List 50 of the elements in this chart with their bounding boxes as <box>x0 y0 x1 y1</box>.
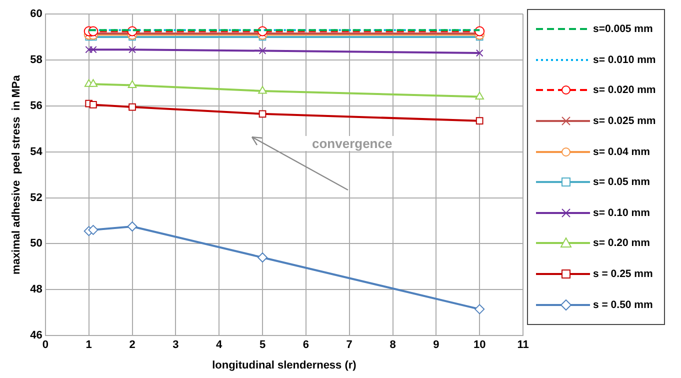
legend-label: s= 0.04 mm <box>593 146 650 158</box>
point <box>474 304 485 314</box>
legend-label: s= 0.020 mm <box>593 84 656 96</box>
x-tick-label: 10 <box>473 339 486 352</box>
point <box>258 86 267 94</box>
x-tick-label: 2 <box>129 339 136 352</box>
annotation: convergence <box>302 136 402 151</box>
x-tick-label: 0 <box>42 339 48 352</box>
x-axis-title: longitudinal slenderness (r) <box>212 359 357 372</box>
legend-label: s = 0.25 mm <box>593 268 653 280</box>
point <box>127 221 138 232</box>
y-tick-label: 56 <box>30 100 42 112</box>
x-tick-label: 11 <box>517 339 529 352</box>
x-tick-label: 8 <box>390 339 396 352</box>
point <box>258 47 266 54</box>
x-tick-label: 5 <box>259 339 266 352</box>
y-tick-label: 46 <box>30 330 42 342</box>
legend-label: s= 0.05 mm <box>593 176 650 188</box>
point <box>258 252 268 262</box>
x-tick-label: 3 <box>172 339 179 352</box>
point <box>128 80 137 88</box>
x-tick-label: 6 <box>302 339 309 352</box>
point <box>88 79 98 87</box>
point <box>476 49 484 57</box>
y-tick-label: 54 <box>30 146 44 158</box>
x-tick-label: 7 <box>346 339 352 352</box>
point <box>128 46 136 54</box>
point <box>476 117 484 124</box>
text: s=0.005 mm <box>593 23 653 36</box>
y-tick-label: 48 <box>30 284 42 296</box>
x-tick-label: 9 <box>433 339 440 352</box>
x-tick-label: 4 <box>216 339 224 352</box>
legend-label: s= 0.20 mm <box>593 237 650 250</box>
point <box>475 92 484 100</box>
text: s= 0.010 mm <box>593 54 656 66</box>
point <box>258 110 266 118</box>
y-tick-label: 50 <box>30 238 42 250</box>
legend-label: s= 0.10 mm <box>593 206 650 219</box>
y-tick-label: 58 <box>30 54 42 66</box>
point <box>128 103 136 111</box>
point <box>90 46 97 54</box>
y-tick-label: 60 <box>30 8 42 20</box>
legend-label: s = 0.50 mm <box>593 298 653 311</box>
y-axis-title: maximal adhesive peel stress in MPa <box>10 74 23 274</box>
point <box>85 46 93 54</box>
x-tick-label: 1 <box>86 339 92 352</box>
legend-label: s= 0.025 mm <box>593 115 656 128</box>
y-tick-label: 52 <box>30 192 42 204</box>
point <box>90 101 97 108</box>
point <box>88 224 98 235</box>
